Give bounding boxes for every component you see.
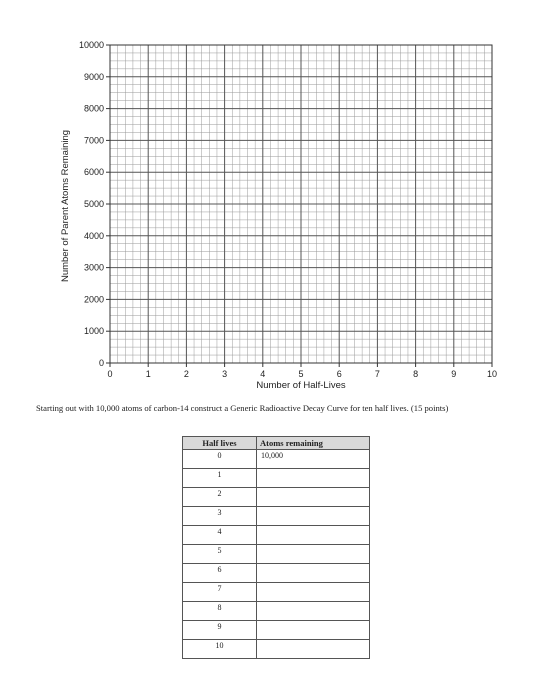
y-tick-label: 7000 — [84, 135, 104, 145]
y-tick-label: 9000 — [84, 72, 104, 82]
half-life-cell: 2 — [182, 487, 257, 507]
header-half-lives: Half lives — [182, 436, 257, 450]
y-tick-label: 2000 — [84, 294, 104, 304]
x-tick-label: 9 — [451, 369, 456, 379]
atoms-remaining-cell[interactable] — [256, 468, 370, 488]
table-row: 8 — [182, 601, 370, 621]
x-axis-ticks: 0 1 2 3 4 5 6 7 8 9 10 — [107, 363, 497, 379]
table-row: 2 — [182, 487, 370, 507]
y-tick-label: 5000 — [84, 199, 104, 209]
half-life-cell: 7 — [182, 582, 257, 602]
y-tick-label: 8000 — [84, 104, 104, 114]
y-axis-ticks: 0 1000 2000 3000 4000 5000 6000 7000 8000 9000 100… — [79, 40, 110, 368]
half-life-cell: 1 — [182, 468, 257, 488]
y-tick-label: 10000 — [79, 40, 104, 50]
half-life-table: Half lives Atoms remaining 0 10,000 1 2 3… — [182, 436, 370, 659]
table-row: 9 — [182, 620, 370, 640]
half-life-cell: 4 — [182, 525, 257, 545]
x-tick-label: 10 — [487, 369, 497, 379]
half-life-cell: 0 — [182, 449, 257, 469]
atoms-remaining-cell[interactable] — [256, 563, 370, 583]
atoms-remaining-cell[interactable]: 10,000 — [256, 449, 370, 469]
table-row: 0 10,000 — [182, 449, 370, 469]
table-row: 6 — [182, 563, 370, 583]
table-row: 5 — [182, 544, 370, 564]
table-row: 4 — [182, 525, 370, 545]
atoms-remaining-cell[interactable] — [256, 544, 370, 564]
major-grid — [110, 45, 492, 363]
half-life-cell: 3 — [182, 506, 257, 526]
atoms-remaining-cell[interactable] — [256, 525, 370, 545]
x-tick-label: 1 — [146, 369, 151, 379]
x-tick-label: 2 — [184, 369, 189, 379]
atoms-remaining-cell[interactable] — [256, 639, 370, 659]
atoms-remaining-cell[interactable] — [256, 487, 370, 507]
x-tick-label: 4 — [260, 369, 265, 379]
x-axis-label: Number of Half-Lives — [256, 380, 345, 391]
atoms-remaining-cell[interactable] — [256, 506, 370, 526]
decay-graph: 0 1 2 3 4 5 6 7 8 9 10 0 1000 2000 3000 4000 5000 6000 70… — [60, 40, 497, 391]
atoms-remaining-cell[interactable] — [256, 582, 370, 602]
header-atoms-remaining: Atoms remaining — [256, 436, 370, 450]
x-tick-label: 3 — [222, 369, 227, 379]
x-tick-label: 7 — [375, 369, 380, 379]
y-tick-label: 3000 — [84, 263, 104, 273]
y-tick-label: 1000 — [84, 326, 104, 336]
table-row: 1 — [182, 468, 370, 488]
y-tick-label: 0 — [99, 358, 104, 368]
atoms-remaining-cell[interactable] — [256, 620, 370, 640]
half-life-cell: 6 — [182, 563, 257, 583]
half-life-cell: 8 — [182, 601, 257, 621]
instructions-text: Starting out with 10,000 atoms of carbon… — [36, 403, 449, 413]
atoms-remaining-cell[interactable] — [256, 601, 370, 621]
table-row: 3 — [182, 506, 370, 526]
y-tick-label: 4000 — [84, 231, 104, 241]
y-axis-label: Number of Parent Atoms Remaining — [60, 130, 71, 282]
table-header-row: Half lives Atoms remaining — [182, 436, 370, 450]
table-row: 7 — [182, 582, 370, 602]
x-tick-label: 8 — [413, 369, 418, 379]
y-tick-label: 6000 — [84, 167, 104, 177]
half-life-cell: 10 — [182, 639, 257, 659]
half-life-cell: 5 — [182, 544, 257, 564]
x-tick-label: 0 — [107, 369, 112, 379]
half-life-cell: 9 — [182, 620, 257, 640]
x-tick-label: 6 — [337, 369, 342, 379]
x-tick-label: 5 — [298, 369, 303, 379]
table-row: 10 — [182, 639, 370, 659]
